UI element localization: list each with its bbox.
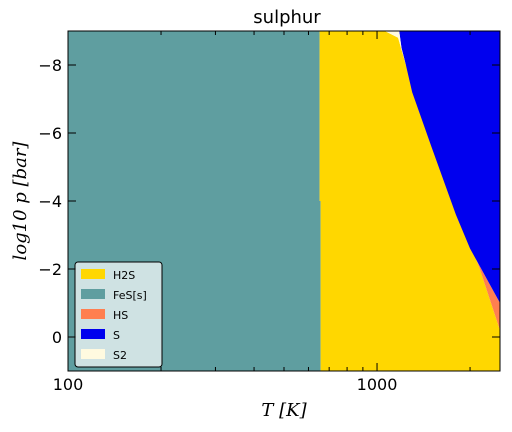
- y-tick-label: 0: [52, 328, 62, 347]
- y-tick-label: −8: [38, 56, 62, 75]
- legend-label-h2s: H2S: [113, 269, 135, 282]
- y-tick-label: −6: [38, 124, 62, 143]
- chart-title: sulphur: [253, 7, 321, 28]
- legend-label-fes-s: FeS[s]: [113, 289, 147, 302]
- legend-label-s: S: [113, 329, 120, 342]
- legend-swatch-fes-s: [81, 289, 105, 299]
- tick-layer: 100 1000 0 −2 −4 −6 −8: [38, 31, 500, 394]
- y-tick-label: −2: [38, 260, 62, 279]
- plot-frame: [67, 30, 501, 372]
- legend-swatch-s2: [81, 349, 105, 359]
- legend-box: [74, 261, 163, 368]
- region-h2s: [319, 31, 500, 371]
- region-s: [399, 31, 500, 303]
- legend-swatch-s: [81, 329, 105, 339]
- legend-swatch-h2s: [81, 269, 105, 279]
- y-axis-label: log10 p [bar]: [10, 141, 31, 261]
- legend-label-s2: S2: [113, 349, 127, 362]
- legend-label-hs: HS: [113, 309, 128, 322]
- legend-swatch-hs: [81, 309, 105, 319]
- x-axis-label: T [K]: [261, 400, 307, 421]
- y-tick-label: −4: [38, 192, 62, 211]
- x-tick-label: 100: [53, 375, 84, 394]
- x-tick-label: 1000: [357, 375, 398, 394]
- legend: H2S FeS[s] HS S S2: [74, 261, 163, 368]
